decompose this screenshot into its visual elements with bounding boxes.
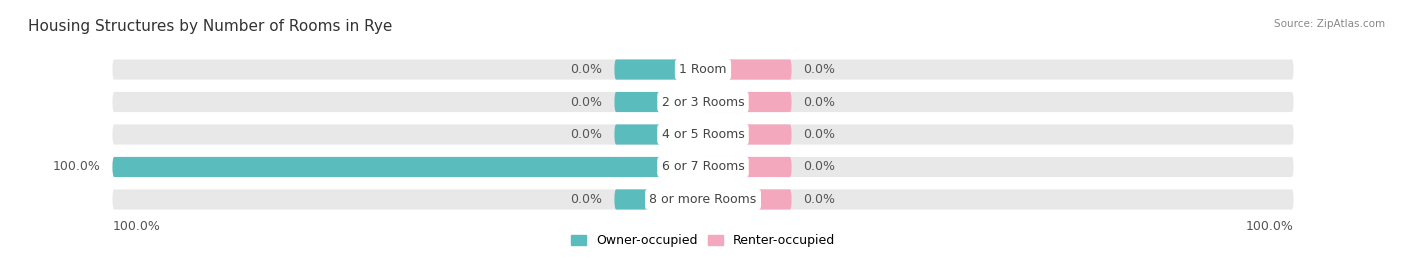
Text: 0.0%: 0.0% (803, 161, 835, 174)
FancyBboxPatch shape (112, 125, 1294, 144)
FancyBboxPatch shape (112, 157, 1294, 177)
FancyBboxPatch shape (703, 157, 792, 177)
Text: 6 or 7 Rooms: 6 or 7 Rooms (662, 161, 744, 174)
Text: 2 or 3 Rooms: 2 or 3 Rooms (662, 95, 744, 108)
Text: 0.0%: 0.0% (571, 128, 603, 141)
FancyBboxPatch shape (614, 189, 703, 210)
FancyBboxPatch shape (112, 189, 1294, 210)
FancyBboxPatch shape (614, 92, 703, 112)
FancyBboxPatch shape (112, 92, 1294, 112)
Text: 0.0%: 0.0% (571, 95, 603, 108)
Text: Source: ZipAtlas.com: Source: ZipAtlas.com (1274, 19, 1385, 29)
FancyBboxPatch shape (112, 157, 703, 177)
Text: 0.0%: 0.0% (571, 193, 603, 206)
Text: 0.0%: 0.0% (803, 95, 835, 108)
Text: 100.0%: 100.0% (112, 220, 160, 233)
FancyBboxPatch shape (614, 125, 703, 144)
FancyBboxPatch shape (703, 125, 792, 144)
FancyBboxPatch shape (703, 59, 792, 80)
Text: 4 or 5 Rooms: 4 or 5 Rooms (662, 128, 744, 141)
Text: 0.0%: 0.0% (571, 63, 603, 76)
Text: 0.0%: 0.0% (803, 128, 835, 141)
Text: 100.0%: 100.0% (1246, 220, 1294, 233)
FancyBboxPatch shape (614, 59, 703, 80)
FancyBboxPatch shape (703, 92, 792, 112)
Text: Housing Structures by Number of Rooms in Rye: Housing Structures by Number of Rooms in… (28, 19, 392, 34)
FancyBboxPatch shape (703, 189, 792, 210)
Text: 100.0%: 100.0% (53, 161, 101, 174)
Text: 0.0%: 0.0% (803, 63, 835, 76)
Text: 8 or more Rooms: 8 or more Rooms (650, 193, 756, 206)
FancyBboxPatch shape (112, 59, 1294, 80)
Text: 1 Room: 1 Room (679, 63, 727, 76)
Legend: Owner-occupied, Renter-occupied: Owner-occupied, Renter-occupied (567, 229, 839, 252)
Text: 0.0%: 0.0% (803, 193, 835, 206)
